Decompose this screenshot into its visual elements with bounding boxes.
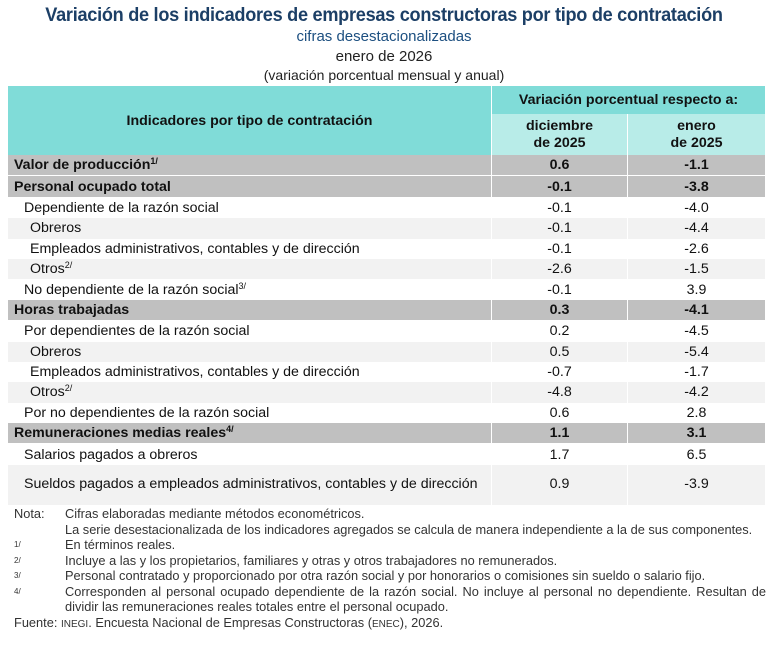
row-label: No dependiente de la razón social3/	[8, 279, 492, 300]
row-label: Dependiente de la razón social	[8, 197, 492, 219]
header-col-month: diciembre de 2025	[491, 114, 628, 155]
table-row: Empleados administrativos, contables y d…	[8, 238, 766, 259]
table-row: Dependiente de la razón social -0.1 -4.0	[8, 197, 766, 219]
table-row: Sueldos pagados a empleados administrati…	[8, 464, 766, 505]
table-row: Por no dependientes de la razón social 0.…	[8, 402, 766, 424]
footnote-key: 3/	[14, 571, 21, 580]
row-label: Remuneraciones medias reales4/	[8, 423, 492, 445]
footnote-ref: 4/	[226, 424, 234, 435]
value-annual: -4.0	[627, 197, 766, 219]
subtitle: cifras desestacionalizadas	[296, 28, 472, 45]
row-label: Otros2/	[8, 382, 492, 403]
footnote-ref: 2/	[64, 260, 73, 271]
table-row: Obreros -0.1 -4.4	[8, 218, 766, 239]
value-annual: 2.8	[627, 402, 766, 424]
value-monthly: 0.6	[491, 155, 628, 177]
value-annual: 3.1	[627, 423, 766, 445]
value-monthly: -0.7	[491, 361, 628, 383]
table-row: No dependiente de la razón social3/-0.1 3…	[8, 279, 766, 300]
row-label: Sueldos pagados a empleados administrati…	[8, 464, 492, 505]
row-label: Valor de producción1/	[8, 155, 492, 177]
header-indicator: Indicadores por tipo de contratación	[8, 86, 492, 155]
value-annual: -5.4	[627, 341, 766, 362]
footnote-text: Incluye a las y los propietarios, famili…	[65, 552, 558, 568]
note-text: Cifras elaboradas mediante métodos econo…	[65, 506, 365, 521]
page-title: Variación de los indicadores de empresas…	[45, 4, 723, 26]
value-monthly: 0.5	[491, 341, 628, 362]
footnote-text: Personal contratado y proporcionado por …	[65, 568, 706, 583]
row-label: Obreros	[8, 218, 492, 239]
note-label: Nota:	[14, 506, 45, 521]
footnote-ref: 2/	[64, 383, 73, 394]
value-annual: -1.7	[627, 361, 766, 383]
row-label: Por no dependientes de la razón social	[8, 402, 492, 424]
indicators-table: Indicadores por tipo de contratación Var…	[8, 86, 766, 505]
note-text: La serie desestacionalizada de los indic…	[65, 521, 753, 537]
value-monthly: 0.9	[491, 464, 628, 505]
table-row: Por dependientes de la razón social 0.2 -4…	[8, 320, 766, 342]
table-row: Valor de producción1/0.6 -1.1	[8, 155, 766, 177]
value-monthly: -4.8	[491, 382, 628, 403]
row-label: Empleados administrativos, contables y d…	[8, 238, 492, 259]
value-annual: -2.6	[627, 238, 766, 259]
source: Fuente: INEGI. Encuesta Nacional de Empr…	[14, 614, 444, 630]
table-row: Obreros 0.5 -5.4	[8, 341, 766, 362]
table-row: Remuneraciones medias reales4/1.1 3.1	[8, 423, 766, 445]
table-row: Otros2/-2.6 -1.5	[8, 258, 766, 280]
value-annual: -4.5	[627, 320, 766, 342]
value-monthly: -0.1	[491, 197, 628, 219]
table-row: Horas trabajadas 0.3 -4.1	[8, 299, 766, 322]
row-label: Empleados administrativos, contables y d…	[8, 361, 492, 383]
notes: Nota: Cifras elaboradas mediante métodos …	[14, 506, 766, 632]
period: enero de 2026	[335, 48, 433, 65]
value-annual: -3.9	[627, 464, 766, 505]
value-annual: -1.1	[627, 155, 766, 177]
value-annual: 6.5	[627, 443, 766, 465]
header-col-year: enero de 2025	[627, 114, 766, 155]
value-annual: 3.9	[627, 279, 766, 300]
row-label: Salarios pagados a obreros	[8, 443, 492, 465]
value-monthly: 1.1	[491, 423, 628, 445]
footnote-key: 1/	[14, 540, 21, 549]
table-row: Empleados administrativos, contables y d…	[8, 361, 766, 383]
value-annual: -4.1	[627, 299, 766, 322]
value-monthly: -0.1	[491, 238, 628, 259]
header-group: Variación porcentual respecto a:	[491, 86, 766, 114]
footnote-key: 2/	[14, 555, 21, 565]
row-label: Por dependientes de la razón social	[8, 320, 492, 342]
table-row: Otros2/-4.8 -4.2	[8, 382, 766, 403]
table-row: Salarios pagados a obreros 1.7 6.5	[8, 443, 766, 465]
value-monthly: 1.7	[491, 443, 628, 465]
row-label: Horas trabajadas	[8, 299, 492, 322]
row-label: Otros2/	[8, 258, 492, 280]
row-label: Obreros	[8, 341, 492, 362]
value-monthly: 0.2	[491, 320, 628, 342]
footnote-key: 4/	[14, 586, 21, 596]
value-monthly: -0.1	[491, 218, 628, 239]
value-monthly: -0.1	[491, 279, 628, 300]
value-annual: -3.8	[627, 175, 766, 198]
value-annual: -4.4	[627, 218, 766, 239]
row-label: Personal ocupado total	[8, 175, 492, 198]
value-annual: -1.5	[627, 258, 766, 280]
value-monthly: -0.1	[491, 175, 628, 198]
footnote-text: Corresponden al personal ocupado dependi…	[65, 583, 766, 615]
value-monthly: 0.6	[491, 402, 628, 424]
footnote-ref: 3/	[238, 280, 247, 291]
value-annual: -4.2	[627, 382, 766, 403]
unit-note: (variación porcentual mensual y anual)	[263, 67, 505, 83]
footnote-ref: 1/	[150, 156, 158, 167]
table-row: Personal ocupado total -0.1 -3.8	[8, 175, 766, 198]
footnote-text: En términos reales.	[65, 537, 176, 552]
value-monthly: 0.3	[491, 299, 628, 322]
value-monthly: -2.6	[491, 258, 628, 280]
